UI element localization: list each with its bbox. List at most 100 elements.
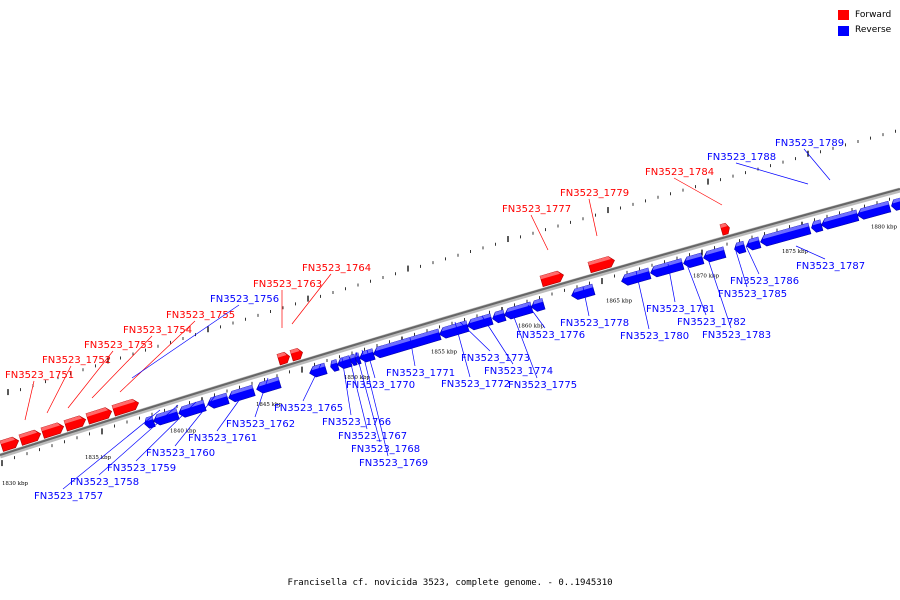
leader-line-fn3523_1777 bbox=[530, 214, 549, 251]
rev-gene-1761-highlight bbox=[230, 385, 253, 396]
gene-label-fn3523_1781: FN3523_1781 bbox=[646, 304, 715, 315]
leader-line-fn3523_1755 bbox=[119, 320, 196, 393]
rev-gene-1781 bbox=[650, 258, 685, 278]
scale-label: 1835 kbp bbox=[85, 455, 112, 461]
fwd-gene-1777-highlight bbox=[540, 271, 561, 280]
leader-line-fn3523_1758 bbox=[98, 404, 179, 476]
leader-line-fn3523_1757 bbox=[62, 409, 161, 490]
legend-forward-label: Forward bbox=[855, 10, 892, 20]
leader-line-fn3523_1779 bbox=[588, 198, 598, 237]
scale-label: 1840 kbp bbox=[170, 428, 197, 434]
scale-label: 1850 kbp bbox=[344, 375, 371, 381]
leader-line-fn3523_1785 bbox=[734, 247, 748, 288]
gene-label-fn3523_1779: FN3523_1779 bbox=[560, 188, 629, 199]
scale-label: 1830 kbp bbox=[2, 481, 29, 487]
rev-gene-1781-highlight bbox=[652, 258, 682, 271]
leader-line-fn3523_1754 bbox=[91, 335, 153, 399]
gene-label-fn3523_1769: FN3523_1769 bbox=[359, 458, 428, 469]
rev-gene-1758 bbox=[153, 408, 180, 426]
rev-gene-1771 bbox=[373, 328, 442, 359]
rev-gene-1775-highlight bbox=[506, 302, 531, 313]
gene-label-fn3523_1786: FN3523_1786 bbox=[730, 276, 799, 287]
fwd-gene-1753 bbox=[40, 422, 65, 439]
scale-label: 1870 kbp bbox=[693, 274, 720, 280]
rev-gene-1772 bbox=[439, 320, 470, 339]
rev-gene-1766-highlight bbox=[331, 359, 337, 365]
rev-gene-1766 bbox=[330, 359, 340, 372]
leader-line-fn3523_1782 bbox=[685, 261, 707, 316]
rev-gene-1765-highlight bbox=[311, 363, 325, 371]
gene-label-fn3523_1763: FN3523_1763 bbox=[253, 279, 322, 290]
gene-label-fn3523_1775: FN3523_1775 bbox=[508, 380, 577, 391]
rev-gene-1768-highlight bbox=[350, 354, 355, 359]
rev-gene-1761 bbox=[228, 384, 256, 403]
leader-line-fn3523_1775 bbox=[511, 311, 538, 379]
rev-gene-1788 bbox=[811, 219, 824, 233]
gene-label-fn3523_1770: FN3523_1770 bbox=[346, 380, 415, 391]
rev-gene-1790-highlight bbox=[892, 197, 900, 204]
gene-label-fn3523_1761: FN3523_1761 bbox=[188, 433, 257, 444]
leader-line-fn3523_1774 bbox=[481, 315, 514, 365]
gene-label-fn3523_1765: FN3523_1765 bbox=[274, 403, 343, 414]
rev-gene-1774 bbox=[492, 309, 507, 324]
leader-line-fn3523_1788 bbox=[735, 162, 809, 185]
leader-line-fn3523_1768 bbox=[355, 351, 381, 443]
gene-label-fn3523_1760: FN3523_1760 bbox=[146, 448, 215, 459]
rev-gene-1778 bbox=[571, 283, 596, 300]
gene-label-fn3523_1787: FN3523_1787 bbox=[796, 261, 865, 272]
gene-label-fn3523_1789: FN3523_1789 bbox=[775, 138, 844, 149]
scale-label: 1875 kbp bbox=[782, 249, 809, 255]
gene-label-fn3523_1772: FN3523_1772 bbox=[441, 379, 510, 390]
rev-gene-1783-highlight bbox=[705, 246, 724, 256]
fwd-gene-1763-highlight bbox=[277, 352, 287, 358]
fwd-gene-1755b bbox=[111, 398, 140, 417]
rev-gene-1788b-highlight bbox=[823, 209, 857, 223]
fwd-gene-1764 bbox=[289, 347, 303, 362]
gene-label-fn3523_1777: FN3523_1777 bbox=[502, 204, 571, 215]
leader-line-fn3523_1771 bbox=[409, 337, 416, 367]
leader-line-fn3523_1765 bbox=[302, 363, 322, 402]
legend-reverse-swatch bbox=[838, 26, 849, 36]
fwd-gene-1755b-highlight bbox=[112, 399, 136, 409]
gene-label-fn3523_1783: FN3523_1783 bbox=[702, 330, 771, 341]
fwd-gene-1779 bbox=[587, 256, 615, 274]
rev-gene-1768 bbox=[350, 353, 358, 366]
rev-gene-1776-highlight bbox=[533, 298, 543, 305]
gene-label-fn3523_1774: FN3523_1774 bbox=[484, 366, 553, 377]
rev-gene-1760-highlight bbox=[209, 393, 227, 402]
genome-axis-shadow bbox=[0, 187, 900, 459]
gene-label-fn3523_1757: FN3523_1757 bbox=[34, 491, 103, 502]
fwd-gene-1753-highlight bbox=[41, 422, 61, 432]
leader-line-fn3523_1759 bbox=[135, 401, 197, 462]
rev-gene-1760 bbox=[207, 392, 230, 409]
rev-gene-1774-highlight bbox=[494, 309, 504, 316]
rev-gene-1772-highlight bbox=[441, 320, 467, 332]
genome-axis bbox=[0, 188, 900, 456]
leader-line-fn3523_1753 bbox=[67, 350, 114, 409]
rev-gene-1788b bbox=[821, 209, 860, 230]
genome-caption: Francisella cf. novicida 3523, complete … bbox=[287, 578, 613, 588]
leader-line-fn3523_1752 bbox=[46, 365, 72, 414]
scale-label: 1880 kbp bbox=[871, 224, 898, 230]
fwd-gene-1752-highlight bbox=[19, 430, 38, 439]
leader-line-fn3523_1780 bbox=[635, 270, 650, 330]
gene-label-fn3523_1759: FN3523_1759 bbox=[107, 463, 176, 474]
fwd-gene-1751-highlight bbox=[0, 437, 16, 445]
leader-line-fn3523_1756 bbox=[131, 304, 240, 379]
fwd-gene-1755 bbox=[85, 407, 113, 425]
rev-gene-1773 bbox=[467, 313, 494, 331]
fwd-gene-1755-highlight bbox=[86, 407, 109, 417]
gene-label-fn3523_1782: FN3523_1782 bbox=[677, 317, 746, 328]
rev-gene-1786 bbox=[746, 236, 762, 251]
fwd-gene-1779-highlight bbox=[588, 256, 612, 266]
gene-label-fn3523_1755: FN3523_1755 bbox=[166, 310, 235, 321]
fwd-gene-1755b-arrow bbox=[111, 398, 140, 417]
gene-label-fn3523_1778: FN3523_1778 bbox=[560, 318, 629, 329]
rev-gene-1775 bbox=[504, 301, 534, 320]
gene-label-fn3523_1764: FN3523_1764 bbox=[302, 263, 371, 274]
leader-line-fn3523_1789 bbox=[803, 148, 831, 181]
leader-line-fn3523_1762 bbox=[254, 377, 269, 418]
gene-label-fn3523_1756: FN3523_1756 bbox=[210, 294, 279, 305]
leader-line-fn3523_1778 bbox=[582, 286, 590, 317]
